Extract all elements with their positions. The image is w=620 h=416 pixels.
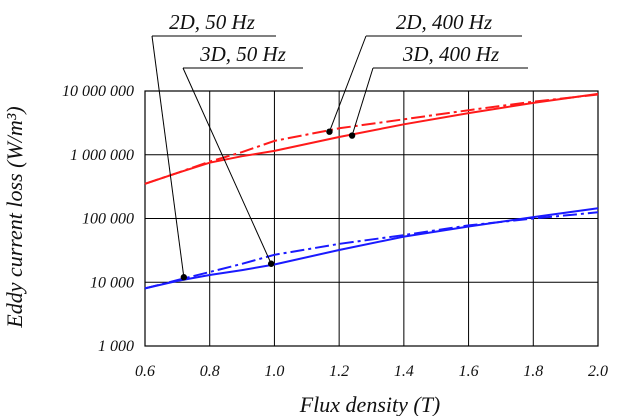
annotation-label: 2D, 400 Hz — [396, 10, 492, 34]
series-line-3 — [144, 92, 599, 185]
series-lines — [144, 92, 599, 290]
grid — [144, 90, 599, 347]
annotation-label: 3D, 400 Hz — [402, 42, 499, 66]
annotation-dot — [180, 274, 188, 281]
series-line-2 — [144, 211, 599, 290]
annotation-dot — [326, 128, 333, 135]
annotation-dot — [267, 260, 275, 267]
annotation-label: 2D, 50 Hz — [169, 10, 255, 34]
x-tick-label: 0.8 — [200, 363, 220, 380]
tick-labels: 0.6 0.8 1.0 1.2 1.4 1.6 1.8 2.0 1 000 10 000 100 0… — [62, 83, 608, 380]
x-tick-label: 1.4 — [394, 363, 414, 380]
x-tick-label: 1.2 — [329, 363, 349, 380]
annotations: 2D, 50 Hz 3D, 50 Hz 2D, 400 Hz 3D, 400 Hz — [151, 10, 528, 281]
y-tick-label: 100 000 — [82, 211, 134, 228]
x-tick-label: 1.6 — [459, 363, 479, 380]
y-tick-label: 1 000 000 — [70, 147, 134, 164]
x-tick-label: 1.8 — [523, 363, 543, 380]
y-tick-label: 10 000 000 — [62, 83, 134, 100]
y-axis-label: Eddy current loss (W/m³) — [2, 106, 27, 328]
annotation-leader — [151, 35, 185, 278]
plot-frame — [144, 90, 599, 347]
annotation-leader — [328, 35, 367, 132]
annotation-dot — [348, 132, 356, 139]
annotation-leader — [351, 67, 374, 136]
series-line-1 — [144, 207, 599, 290]
x-tick-label: 0.6 — [135, 363, 155, 380]
annotation-leader — [182, 67, 272, 264]
annotation-label: 3D, 50 Hz — [199, 42, 286, 66]
y-tick-label: 10 000 — [90, 274, 134, 291]
y-tick-label: 1 000 — [98, 338, 134, 355]
series-line-4 — [144, 93, 599, 185]
x-tick-label: 2.0 — [588, 363, 608, 380]
x-tick-label: 1.0 — [264, 363, 284, 380]
x-axis-label: Flux density (T) — [299, 392, 441, 416]
